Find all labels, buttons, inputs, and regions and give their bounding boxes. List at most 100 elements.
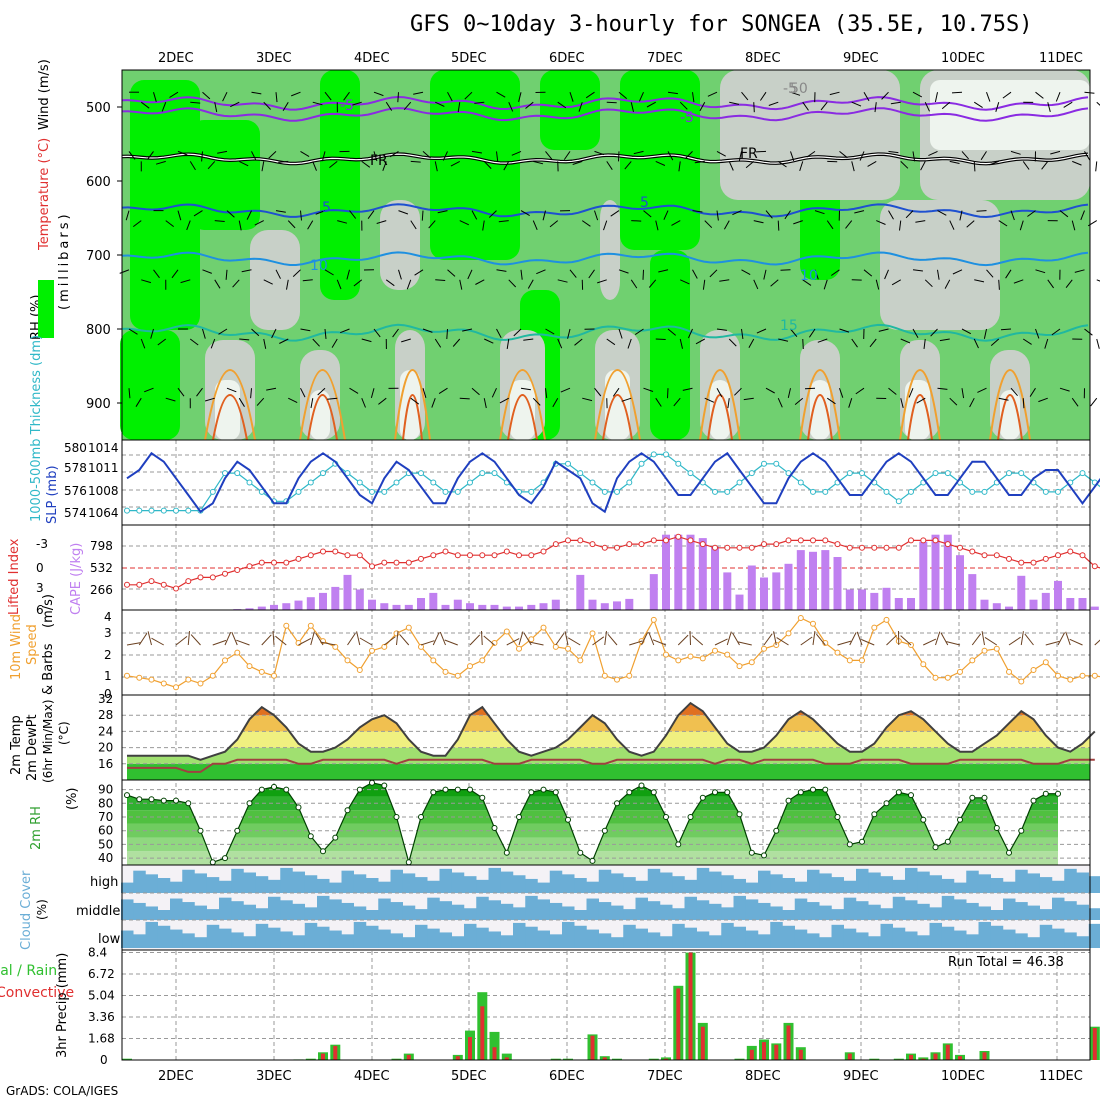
temp-tick-label: 20: [98, 741, 113, 755]
upper-wind-barb: [300, 328, 311, 332]
upper-wind-barb: [165, 220, 175, 227]
wind-barb: [518, 631, 524, 646]
upper-wind-barb: [679, 101, 688, 110]
cloud-cell: [402, 937, 416, 948]
lifted-index-line-point: [185, 578, 192, 585]
upper-wind-barb: [496, 269, 507, 272]
upper-wind-barb: [986, 92, 991, 102]
cloud-cell: [304, 875, 318, 893]
cloud-cell: [990, 925, 1004, 948]
cloud-cell: [170, 898, 183, 920]
wind-speed-line-point: [540, 624, 547, 631]
precip-total-bar: [869, 1058, 880, 1060]
upper-wind-barb: [790, 151, 795, 162]
wind-speed-line-point: [993, 645, 1000, 652]
upper-wind-barb: [951, 91, 963, 94]
thickness-line-point: [209, 488, 216, 495]
upper-wind-barb: [434, 338, 442, 348]
wind-speed-line-point: [418, 643, 424, 650]
upper-wind-barb: [663, 210, 669, 220]
wind-speed-line-point: [565, 645, 571, 652]
upper-wind-barb: [569, 92, 574, 102]
thickness-line-point: [797, 479, 804, 486]
thickness-line-point: [626, 479, 633, 486]
upper-wind-barb: [594, 210, 599, 221]
wind-barb: [175, 636, 188, 646]
wind-speed-line-point: [797, 615, 804, 621]
cloud-cell: [488, 900, 501, 920]
upper-wind-barb: [496, 91, 506, 98]
thickness-line-point: [160, 507, 167, 514]
thickness-line-point: [1006, 470, 1012, 477]
upper-wind-barb: [826, 220, 834, 230]
thickness-line-point: [932, 470, 939, 477]
slp-axis-label: SLP (mb): [45, 465, 60, 524]
temp-contour-20: [899, 369, 941, 441]
rh-dry-region: [380, 200, 420, 290]
date-label-top: 9DEC: [843, 51, 879, 66]
rh-line-point: [859, 838, 865, 845]
wind-barb: [567, 637, 581, 646]
precip-legend-total: Total / Rain: [0, 963, 57, 979]
rh-line-point: [883, 800, 890, 807]
cloud-cell: [182, 902, 195, 920]
wind-frame: [121, 609, 1091, 696]
upper-wind-barb: [959, 210, 963, 221]
upper-wind-barb: [949, 160, 960, 164]
upper-wind-barb: [307, 220, 314, 230]
cloud-cell: [243, 872, 256, 893]
thickness-line-point: [773, 460, 780, 467]
cloud-cell: [121, 882, 134, 893]
precip-convective-bar: [1092, 1028, 1097, 1060]
upper-wind-barb: [799, 161, 804, 172]
lifted-index-line-point: [699, 541, 706, 548]
date-label-bottom: 5DEC: [451, 1069, 487, 1084]
upper-wind-barb: [912, 151, 916, 162]
cloud-cell: [696, 867, 710, 893]
contour-label: 50: [790, 81, 808, 97]
cloud-cell: [709, 871, 722, 893]
lifted-index-line-point: [344, 552, 351, 559]
upper-wind-barb: [900, 161, 909, 169]
cloud-cell: [537, 930, 550, 948]
upper-wind-barb: [385, 101, 393, 111]
rh-line-point: [565, 816, 571, 823]
wind-barb: [629, 640, 643, 646]
wind-barb: [648, 631, 655, 646]
precip-total-bar: [648, 1058, 659, 1060]
wind-barb: [1020, 631, 1024, 646]
upper-wind-barb: [829, 91, 840, 96]
slp-tick-label: 1014: [88, 441, 119, 455]
thickness-line-point: [491, 470, 498, 477]
upper-wind-barb: [292, 269, 301, 277]
wind-barb: [529, 641, 544, 646]
upper-wind-barb: [687, 328, 693, 339]
upper-wind-barb: [780, 269, 791, 271]
upper-wind-barb: [923, 338, 926, 349]
upper-wind-barb: [738, 151, 742, 162]
cape-bar: [686, 534, 695, 610]
cloud-cell: [905, 867, 918, 893]
cloud-cell: [402, 873, 416, 893]
upper-wind-barb: [557, 101, 567, 109]
temp-axis-label-1: 2m Temp: [9, 715, 24, 775]
lifted-index-line-point: [173, 585, 179, 592]
cloud-cell: [1052, 897, 1065, 920]
cloud-cell: [562, 874, 575, 893]
upper-wind-barb: [536, 269, 546, 275]
rh-line-point: [124, 792, 130, 799]
cloud-cell: [611, 905, 624, 920]
upper-wind-barb: [527, 279, 534, 289]
rh-moist-region: [120, 330, 180, 440]
precip-convective-bar: [786, 1025, 791, 1060]
cape-bar: [1078, 598, 1087, 610]
rh-line-point: [160, 797, 167, 804]
rh-line-point: [1006, 849, 1012, 856]
precip-convective-bar: [333, 1045, 338, 1060]
upper-wind-barb: [389, 150, 399, 158]
cloud-cell: [1076, 936, 1089, 948]
upper-wind-barb: [973, 101, 983, 109]
upper-wind-barb: [719, 279, 730, 282]
cloud-cell: [1076, 872, 1089, 893]
cloud-cell: [1039, 877, 1053, 893]
